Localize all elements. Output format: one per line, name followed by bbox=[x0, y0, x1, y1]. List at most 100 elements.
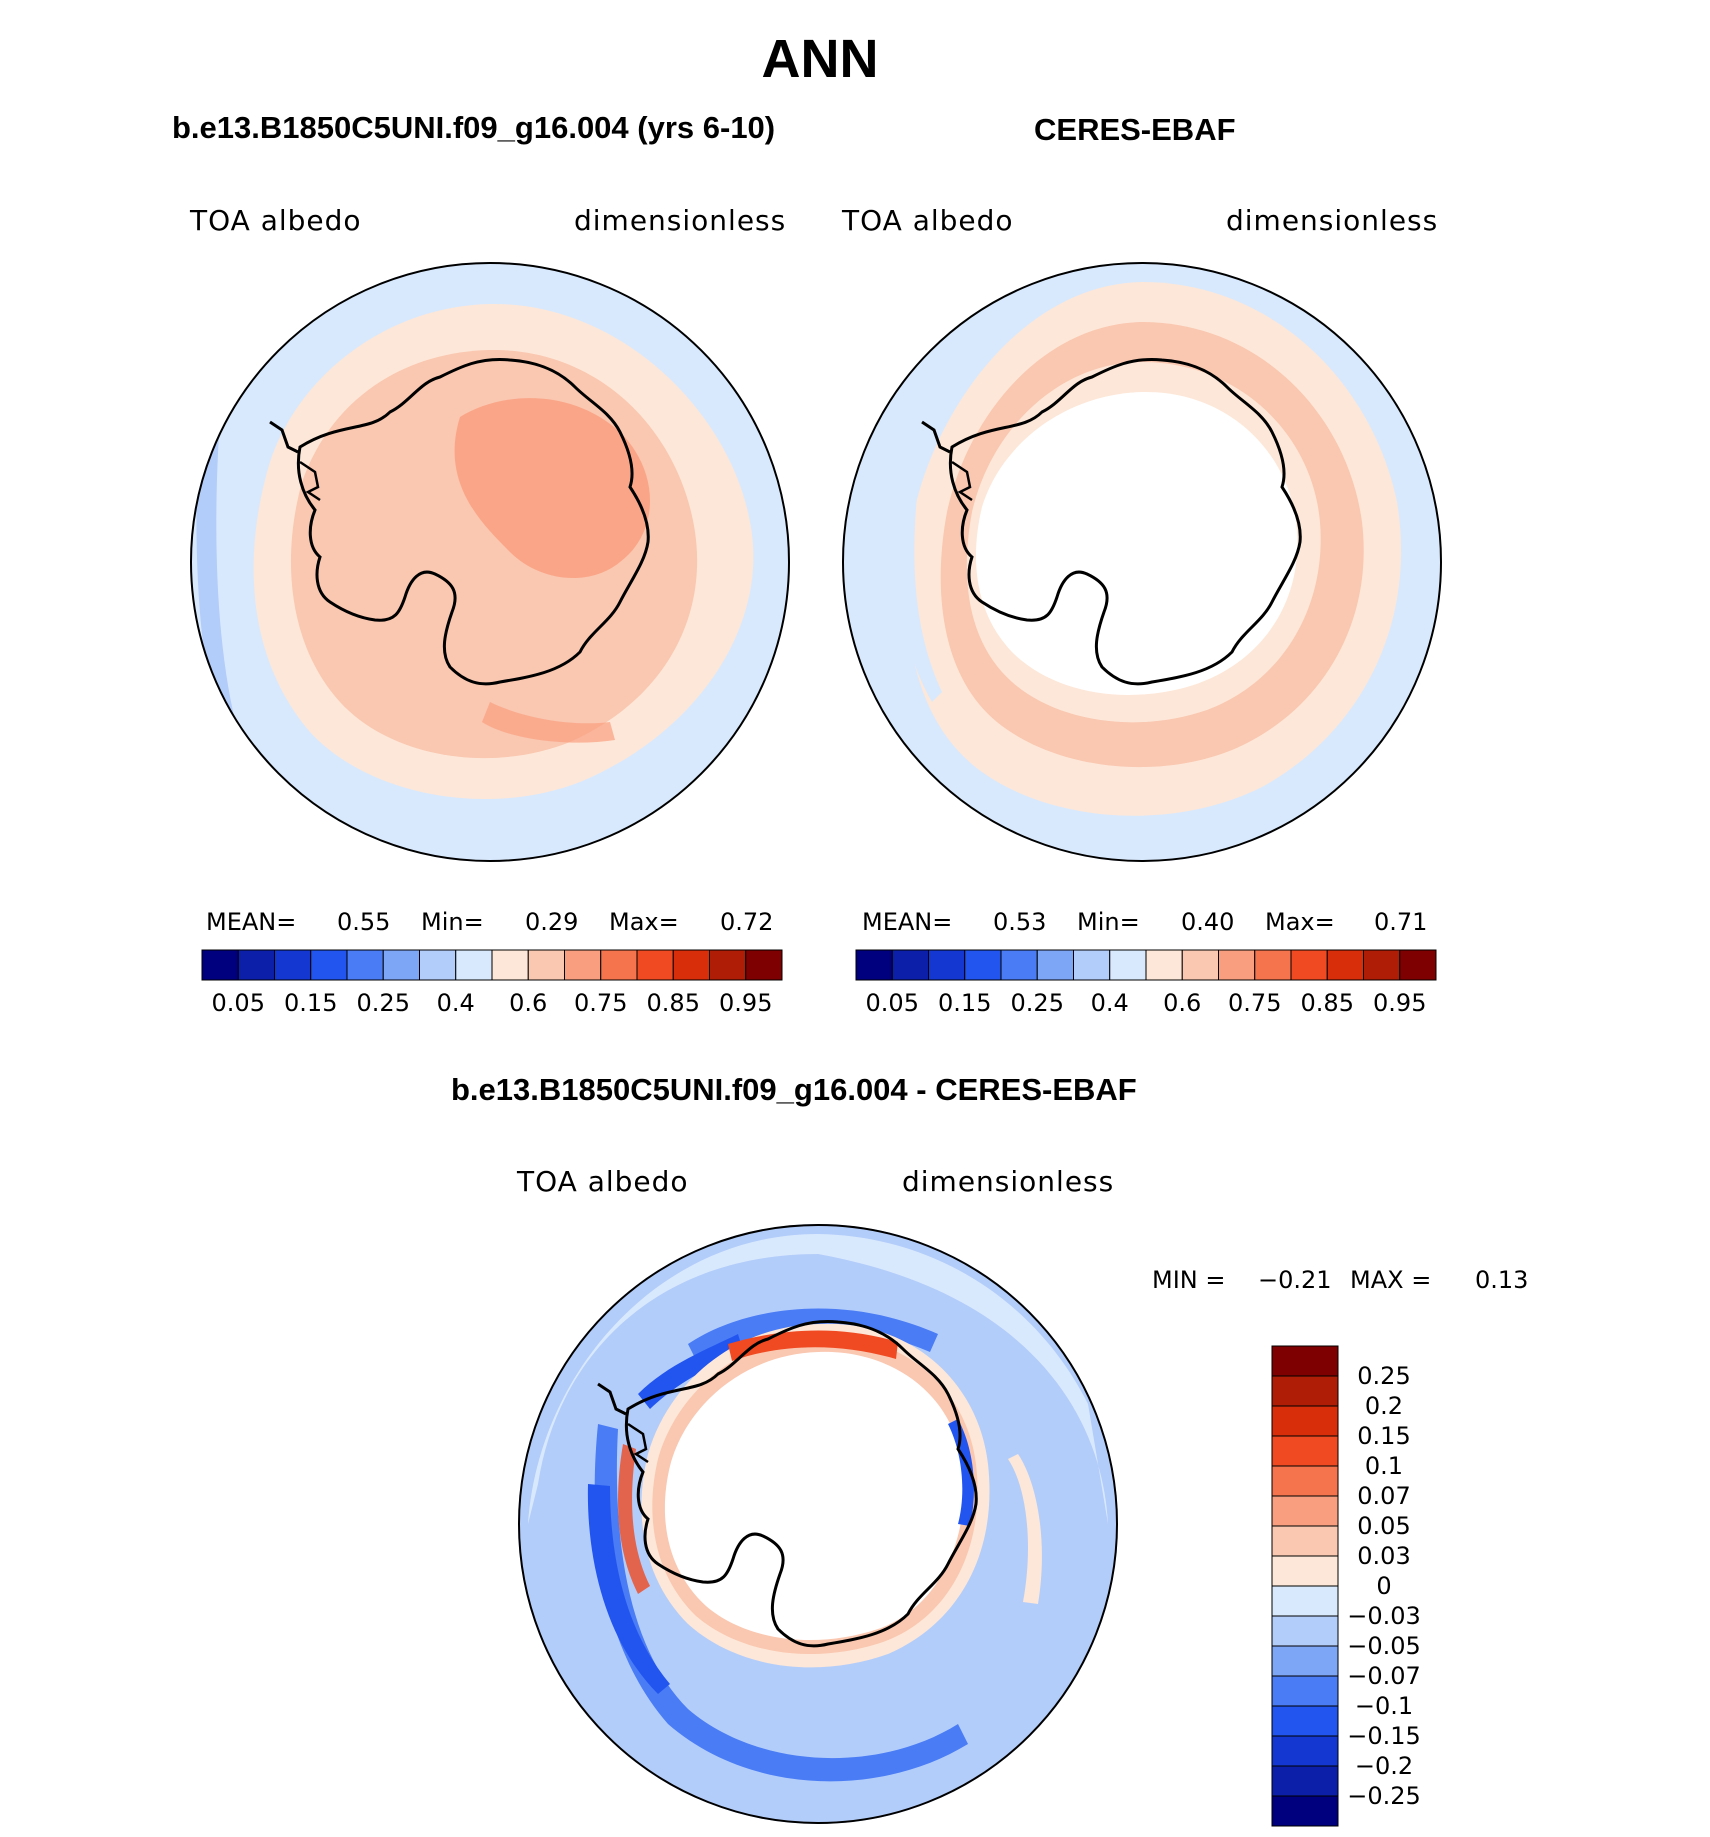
colorbar-diff-swatch bbox=[1271, 1585, 1339, 1617]
colorbar-diff-swatch bbox=[1271, 1495, 1339, 1527]
colorbar-obs-tick-label: 0.4 bbox=[1091, 989, 1129, 1017]
colorbar-model-swatch bbox=[527, 949, 565, 981]
max-label-diff: MAX = bbox=[1350, 1266, 1432, 1294]
units-label-obs: dimensionless bbox=[1226, 204, 1439, 237]
colorbar-model-swatch bbox=[564, 949, 602, 981]
colorbar-obs-swatch bbox=[1109, 949, 1147, 981]
max-label-model: Max= bbox=[609, 908, 679, 936]
max-value-model: 0.72 bbox=[720, 908, 774, 936]
variable-label-model: TOA albedo bbox=[190, 204, 362, 237]
colorbar-obs-swatch bbox=[1290, 949, 1328, 981]
colorbar-diff-tick-label: −0.1 bbox=[1355, 1692, 1413, 1720]
colorbar-diff-tick-label: −0.25 bbox=[1347, 1782, 1421, 1810]
min-label-diff: MIN = bbox=[1152, 1266, 1226, 1294]
polar-map-diff bbox=[518, 1224, 1118, 1824]
colorbar-obs-tick-label: 0.05 bbox=[866, 989, 919, 1017]
colorbar-obs-swatch bbox=[1000, 949, 1038, 981]
colorbar-model-tick-label: 0.85 bbox=[647, 989, 700, 1017]
colorbar-diff-swatch bbox=[1271, 1405, 1339, 1437]
colorbar-obs-swatch bbox=[1363, 949, 1401, 981]
colorbar-model-tick-label: 0.4 bbox=[437, 989, 475, 1017]
colorbar-obs-swatch bbox=[1326, 949, 1364, 981]
units-label-diff: dimensionless bbox=[902, 1165, 1115, 1198]
colorbar-model-tick-label: 0.95 bbox=[719, 989, 772, 1017]
colorbar-diff-tick-label: 0.07 bbox=[1357, 1482, 1410, 1510]
colorbar-obs-tick-label: 0.25 bbox=[1011, 989, 1064, 1017]
colorbar-diff-swatch bbox=[1271, 1645, 1339, 1677]
figure-title: ANN bbox=[761, 29, 879, 89]
min-label-obs: Min= bbox=[1077, 908, 1140, 936]
colorbar-obs-swatch bbox=[1073, 949, 1111, 981]
mean-value-model: 0.55 bbox=[337, 908, 391, 936]
colorbar-obs-swatch bbox=[1181, 949, 1219, 981]
max-value-obs: 0.71 bbox=[1374, 908, 1428, 936]
colorbar-diff-tick-label: 0.03 bbox=[1357, 1542, 1410, 1570]
max-value-diff: 0.13 bbox=[1475, 1266, 1529, 1294]
polar-map-obs bbox=[842, 262, 1442, 862]
colorbar-diff-tick-label: 0.2 bbox=[1365, 1392, 1403, 1420]
colorbar-model-swatch bbox=[382, 949, 420, 981]
colorbar-diff-swatch bbox=[1271, 1435, 1339, 1467]
colorbar-diff-tick-label: −0.05 bbox=[1347, 1632, 1421, 1660]
colorbar-model-swatch bbox=[274, 949, 312, 981]
colorbar-diff-swatch bbox=[1271, 1735, 1339, 1767]
colorbar-model-swatch bbox=[600, 949, 638, 981]
colorbar-diff-tick-label: −0.07 bbox=[1347, 1662, 1421, 1690]
colorbar-model-swatch bbox=[709, 949, 747, 981]
colorbar-model-tick-label: 0.25 bbox=[357, 989, 410, 1017]
colorbar-model-swatch bbox=[419, 949, 457, 981]
colorbar-obs-swatch bbox=[891, 949, 929, 981]
colorbar-diff-swatch bbox=[1271, 1675, 1339, 1707]
colorbar-obs-swatch bbox=[855, 949, 893, 981]
max-label-obs: Max= bbox=[1265, 908, 1335, 936]
colorbar-diff-swatch bbox=[1271, 1765, 1339, 1797]
colorbar-model-swatch bbox=[201, 949, 239, 981]
colorbar-diff-tick-label: −0.03 bbox=[1347, 1602, 1421, 1630]
colorbar-obs: 0.05 0.15 0.25 0.4 0.6 0.75 0.85 0.95 bbox=[855, 949, 1437, 1017]
colorbar-diff-tick-label: 0.25 bbox=[1357, 1362, 1410, 1390]
min-value-model: 0.29 bbox=[525, 908, 579, 936]
colorbar-diff-swatch bbox=[1271, 1795, 1339, 1827]
mean-value-obs: 0.53 bbox=[993, 908, 1047, 936]
colorbar-diff-tick-label: −0.2 bbox=[1355, 1752, 1413, 1780]
colorbar-diff-tick-label: 0.15 bbox=[1357, 1422, 1410, 1450]
colorbar-model-tick-label: 0.05 bbox=[212, 989, 265, 1017]
colorbar-diff-swatch bbox=[1271, 1615, 1339, 1647]
colorbar-diff-swatch bbox=[1271, 1705, 1339, 1737]
colorbar-model-swatch bbox=[491, 949, 529, 981]
variable-label-obs: TOA albedo bbox=[842, 204, 1014, 237]
colorbar-model-swatch bbox=[346, 949, 384, 981]
colorbar-obs-tick-label: 0.95 bbox=[1373, 989, 1426, 1017]
panel-title-diff: b.e13.B1850C5UNI.f09_g16.004 - CERES-EBA… bbox=[451, 1072, 1137, 1107]
colorbar-obs-swatch bbox=[928, 949, 966, 981]
colorbar-obs-swatch bbox=[1254, 949, 1292, 981]
colorbar-diff-tick-label: 0 bbox=[1376, 1572, 1391, 1600]
colorbar-model-swatch bbox=[745, 949, 783, 981]
units-label-model: dimensionless bbox=[574, 204, 787, 237]
colorbar-obs-swatch bbox=[1036, 949, 1074, 981]
colorbar-obs-tick-label: 0.15 bbox=[938, 989, 991, 1017]
colorbar-diff-swatch bbox=[1271, 1555, 1339, 1587]
mean-label-obs: MEAN= bbox=[862, 908, 953, 936]
colorbar-obs-tick-label: 0.85 bbox=[1301, 989, 1354, 1017]
colorbar-model-swatch bbox=[310, 949, 348, 981]
colorbar-model-swatch bbox=[672, 949, 710, 981]
colorbar-model-tick-label: 0.15 bbox=[284, 989, 337, 1017]
colorbar-diff-swatch bbox=[1271, 1345, 1339, 1377]
panel-title-model: b.e13.B1850C5UNI.f09_g16.004 (yrs 6-10) bbox=[172, 110, 776, 145]
colorbar-model-tick-label: 0.75 bbox=[574, 989, 627, 1017]
colorbar-diff: 0.250.20.150.10.070.050.030−0.03−0.05−0.… bbox=[1271, 1345, 1421, 1827]
mean-label-model: MEAN= bbox=[206, 908, 297, 936]
polar-map-model bbox=[190, 262, 790, 862]
colorbar-obs-swatch bbox=[964, 949, 1002, 981]
colorbar-diff-swatch bbox=[1271, 1375, 1339, 1407]
colorbar-diff-tick-label: 0.05 bbox=[1357, 1512, 1410, 1540]
colorbar-model: 0.05 0.15 0.25 0.4 0.6 0.75 0.85 0.95 bbox=[201, 949, 783, 1017]
colorbar-diff-swatch bbox=[1271, 1525, 1339, 1557]
colorbar-obs-swatch bbox=[1145, 949, 1183, 981]
variable-label-diff: TOA albedo bbox=[517, 1165, 689, 1198]
colorbar-diff-swatch bbox=[1271, 1465, 1339, 1497]
colorbar-diff-tick-label: −0.15 bbox=[1347, 1722, 1421, 1750]
colorbar-model-swatch bbox=[636, 949, 674, 981]
min-value-diff: −0.21 bbox=[1258, 1266, 1332, 1294]
